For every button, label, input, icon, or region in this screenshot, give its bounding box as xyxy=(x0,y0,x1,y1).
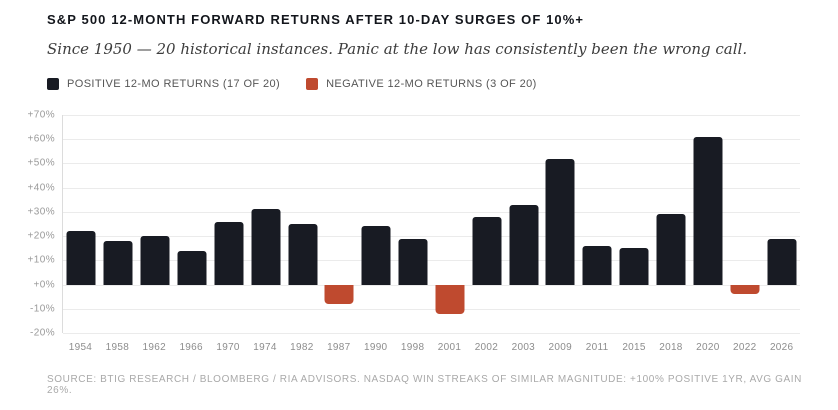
bar-2009 xyxy=(545,158,575,285)
y-tick-label: -20% xyxy=(30,327,55,339)
bar-1970 xyxy=(214,221,244,285)
x-axis-labels: 1954 1958 1962 1966 1970 1974 1982 1987 1990 1998… xyxy=(62,342,800,353)
x-tick-label-1958: 1958 xyxy=(105,342,130,353)
bar-1966 xyxy=(177,250,207,285)
gridline xyxy=(63,236,800,238)
x-tick-label-2015: 2015 xyxy=(622,342,646,353)
y-tick-label: +30% xyxy=(27,206,55,218)
bar-chart: +70% +60% +50% +40% +30% +20% +10% +0% -10% -20% xyxy=(27,110,818,339)
x-tick-label-2003: 2003 xyxy=(511,342,536,353)
y-tick-label: +0% xyxy=(33,279,55,291)
x-tick-label-1987: 1987 xyxy=(327,342,351,353)
x-tick-label-2022: 2022 xyxy=(733,342,757,353)
bar-1987 xyxy=(324,284,354,304)
legend-label-negative: NEGATIVE 12-MO RETURNS (3 OF 20) xyxy=(326,78,537,90)
gridline xyxy=(63,187,800,189)
x-tick-label-2018: 2018 xyxy=(659,342,683,353)
legend-label-positive: POSITIVE 12-MO RETURNS (17 OF 20) xyxy=(67,78,281,90)
bar-1954 xyxy=(66,231,96,285)
bar-2011 xyxy=(582,245,612,285)
x-tick-label-2026: 2026 xyxy=(769,342,794,353)
x-tick-label-1970: 1970 xyxy=(216,342,240,353)
y-tick-label: +10% xyxy=(27,254,55,266)
bar-1990 xyxy=(361,226,391,285)
bar-2026 xyxy=(767,238,797,285)
x-axis: 1954 1958 1962 1966 1970 1974 1982 1987 1990 1998… xyxy=(28,342,818,353)
x-tick-label-1990: 1990 xyxy=(363,342,388,353)
gridline xyxy=(63,260,800,262)
bar-1974 xyxy=(251,209,281,285)
gridline xyxy=(63,333,800,334)
y-tick-label: -10% xyxy=(30,303,55,315)
x-tick-label-1998: 1998 xyxy=(400,342,425,353)
bar-2018 xyxy=(656,214,686,285)
bar-2003 xyxy=(509,204,539,285)
x-tick-label-2002: 2002 xyxy=(474,342,499,353)
gridline xyxy=(63,211,800,213)
x-tick-label-2020: 2020 xyxy=(696,342,720,353)
gridline xyxy=(63,115,800,116)
x-tick-label-1974: 1974 xyxy=(253,342,277,353)
legend-item-positive: POSITIVE 12-MO RETURNS (17 OF 20) xyxy=(47,78,280,90)
legend-item-negative: NEGATIVE 12-MO RETURNS (3 OF 20) xyxy=(306,78,537,90)
bar-2020 xyxy=(693,136,723,285)
y-tick-label: +20% xyxy=(27,230,55,242)
gridline xyxy=(63,163,800,165)
source-note: SOURCE: BTIG RESEARCH / BLOOMBERG / RIA … xyxy=(47,374,802,396)
bar-2001 xyxy=(435,284,465,314)
bar-1982 xyxy=(288,224,318,285)
x-tick-label-1966: 1966 xyxy=(179,342,203,353)
x-tick-label-2001: 2001 xyxy=(437,342,462,353)
bar-1998 xyxy=(398,238,428,285)
y-tick-label: +50% xyxy=(27,157,55,169)
legend: POSITIVE 12-MO RETURNS (17 OF 20) NEGATI… xyxy=(47,78,818,90)
x-tick-label-1982: 1982 xyxy=(290,342,314,353)
y-tick-label: +60% xyxy=(27,133,55,145)
x-tick-label-2011: 2011 xyxy=(585,342,609,353)
y-tick-label: +70% xyxy=(27,109,55,121)
positive-swatch-icon xyxy=(47,78,59,90)
gridline xyxy=(63,284,800,286)
bar-2015 xyxy=(619,248,649,285)
y-tick-label: +40% xyxy=(27,182,55,194)
x-tick-label-2009: 2009 xyxy=(548,342,572,353)
bar-1958 xyxy=(103,240,133,285)
gridline xyxy=(63,139,800,141)
bar-2002 xyxy=(472,216,502,285)
bar-2022 xyxy=(730,284,760,295)
y-axis-labels: +70% +60% +50% +40% +30% +20% +10% +0% -10% -20% xyxy=(27,110,62,339)
x-axis-spacer xyxy=(28,342,62,353)
plot-area xyxy=(62,115,800,334)
gridline xyxy=(63,308,800,310)
negative-swatch-icon xyxy=(306,78,319,90)
x-tick-label-1954: 1954 xyxy=(68,342,93,353)
x-tick-label-1962: 1962 xyxy=(142,342,166,353)
chart-subtitle: Since 1950 — 20 historical instances. Pa… xyxy=(47,40,748,58)
bar-1962 xyxy=(140,236,170,285)
page-title: S&P 500 12-MONTH FORWARD RETURNS AFTER 1… xyxy=(47,12,585,27)
